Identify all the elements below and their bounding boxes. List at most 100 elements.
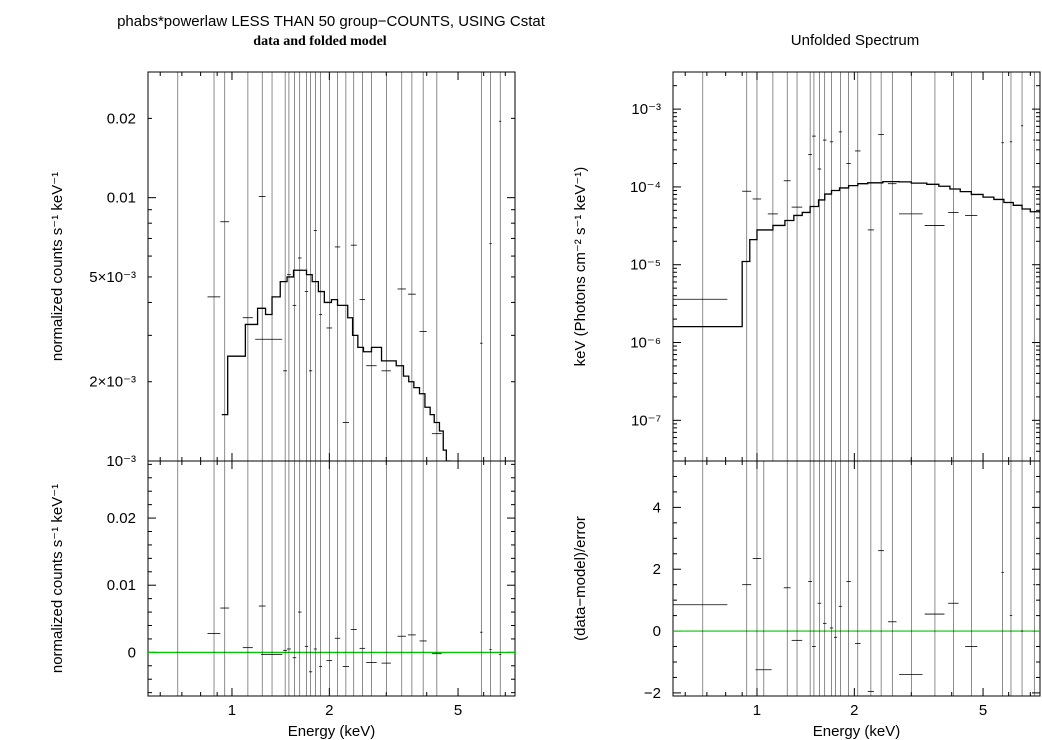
data-point (783, 461, 791, 696)
data-point (1009, 72, 1013, 461)
left-title: phabs*powerlaw LESS THAN 50 group−COUNTS… (117, 13, 546, 30)
y-tick-label: 0.02 (107, 510, 136, 527)
data-layer (673, 461, 1040, 696)
y-tick-label: 0 (653, 623, 661, 640)
data-point (220, 72, 230, 461)
data-point (878, 461, 884, 696)
y-tick-label: 0 (128, 644, 136, 661)
data-point (242, 72, 253, 461)
data-point (808, 461, 813, 696)
data-point (1020, 461, 1024, 696)
data-point (752, 72, 762, 461)
y-tick-label: 10⁻⁴ (630, 179, 661, 196)
y-axis-label: (data−model)/error (572, 516, 589, 641)
data-point (334, 72, 341, 461)
data-point (342, 461, 349, 696)
data-point (489, 461, 492, 696)
data-point (924, 461, 945, 696)
x-tick-label: 1 (228, 702, 236, 719)
data-point (838, 72, 842, 461)
data-point (407, 461, 416, 696)
data-point (817, 72, 822, 461)
data-point (261, 461, 283, 696)
data-point (255, 72, 283, 461)
y-tick-label: 2 (653, 561, 661, 578)
data-point (283, 72, 288, 461)
data-point (359, 461, 366, 696)
y-tick-label: 2×10⁻³ (89, 374, 136, 391)
data-point (783, 72, 791, 461)
x-tick-label: 2 (325, 702, 333, 719)
data-point (1020, 72, 1024, 461)
data-point (397, 72, 406, 461)
data-point (812, 72, 816, 461)
data-point (334, 461, 341, 696)
data-point (887, 72, 897, 461)
data-point (1001, 72, 1004, 461)
data-point (755, 461, 772, 696)
data-point (673, 72, 728, 461)
data-point (742, 72, 752, 461)
x-tick-label: 5 (454, 702, 462, 719)
data-point (258, 461, 266, 696)
data-point (742, 461, 752, 696)
data-point (381, 461, 391, 696)
data-point (846, 72, 851, 461)
data-point (292, 72, 297, 461)
data-point (822, 461, 827, 696)
y-tick-label: 0.02 (107, 110, 136, 127)
data-point (407, 72, 416, 461)
x-tick-label: 5 (979, 702, 987, 719)
data-point (304, 72, 309, 461)
left-subtitle: data and folded model (253, 34, 387, 49)
y-tick-label: 10⁻⁷ (631, 412, 661, 429)
plot-frame (672, 460, 1041, 697)
data-point (855, 72, 861, 461)
data-point (366, 461, 377, 696)
data-layer (148, 461, 515, 696)
y-tick-label: 10⁻³ (106, 453, 136, 470)
data-point (1033, 461, 1036, 696)
data-point (480, 72, 483, 461)
data-point (838, 461, 842, 696)
model-step-line (673, 180, 1040, 328)
data-point (319, 72, 323, 461)
data-point (1033, 72, 1036, 461)
data-point (752, 461, 762, 696)
panel-unfolded: 10⁻³ 10⁻⁴ 10⁻⁵ 10⁻⁶ 10⁻⁷ keV (Photons cm⁻² s⁻… (572, 71, 1041, 462)
data-point (948, 72, 959, 461)
plot-frame (147, 460, 516, 697)
data-point (292, 461, 297, 696)
data-point (431, 461, 442, 696)
data-point (480, 461, 483, 696)
data-point (887, 461, 897, 696)
x-tick-label: 2 (850, 702, 858, 719)
data-point (817, 461, 822, 696)
data-point (366, 72, 377, 461)
panel-residual-sigma: 1 2 5 Energy (keV) 4 2 0 −2 (data−model)/error (572, 460, 1041, 740)
y-tick-label: 5×10⁻³ (89, 269, 136, 286)
data-point (397, 461, 406, 696)
data-point (829, 72, 834, 461)
panel-folded: 0.02 0.01 5×10⁻³ 2×10⁻³ 10⁻³ normalized count… (49, 71, 516, 470)
y-tick-label: −2 (644, 685, 661, 702)
data-point (287, 461, 291, 696)
data-point (319, 461, 323, 696)
y-tick-label: 10⁻⁵ (630, 257, 661, 274)
x-axis-label: Energy (keV) (288, 723, 376, 740)
data-point (381, 72, 391, 461)
data-point (242, 461, 253, 696)
data-point (924, 72, 945, 461)
data-point (489, 72, 492, 461)
data-point (350, 72, 357, 461)
data-point (808, 72, 813, 461)
y-tick-label: 0.01 (107, 190, 136, 207)
data-point (313, 461, 317, 696)
data-point (326, 461, 333, 696)
data-point (258, 72, 266, 461)
y-tick-label: 10⁻³ (631, 101, 661, 118)
data-point (833, 461, 838, 696)
data-point (767, 72, 778, 461)
data-point (297, 461, 302, 696)
